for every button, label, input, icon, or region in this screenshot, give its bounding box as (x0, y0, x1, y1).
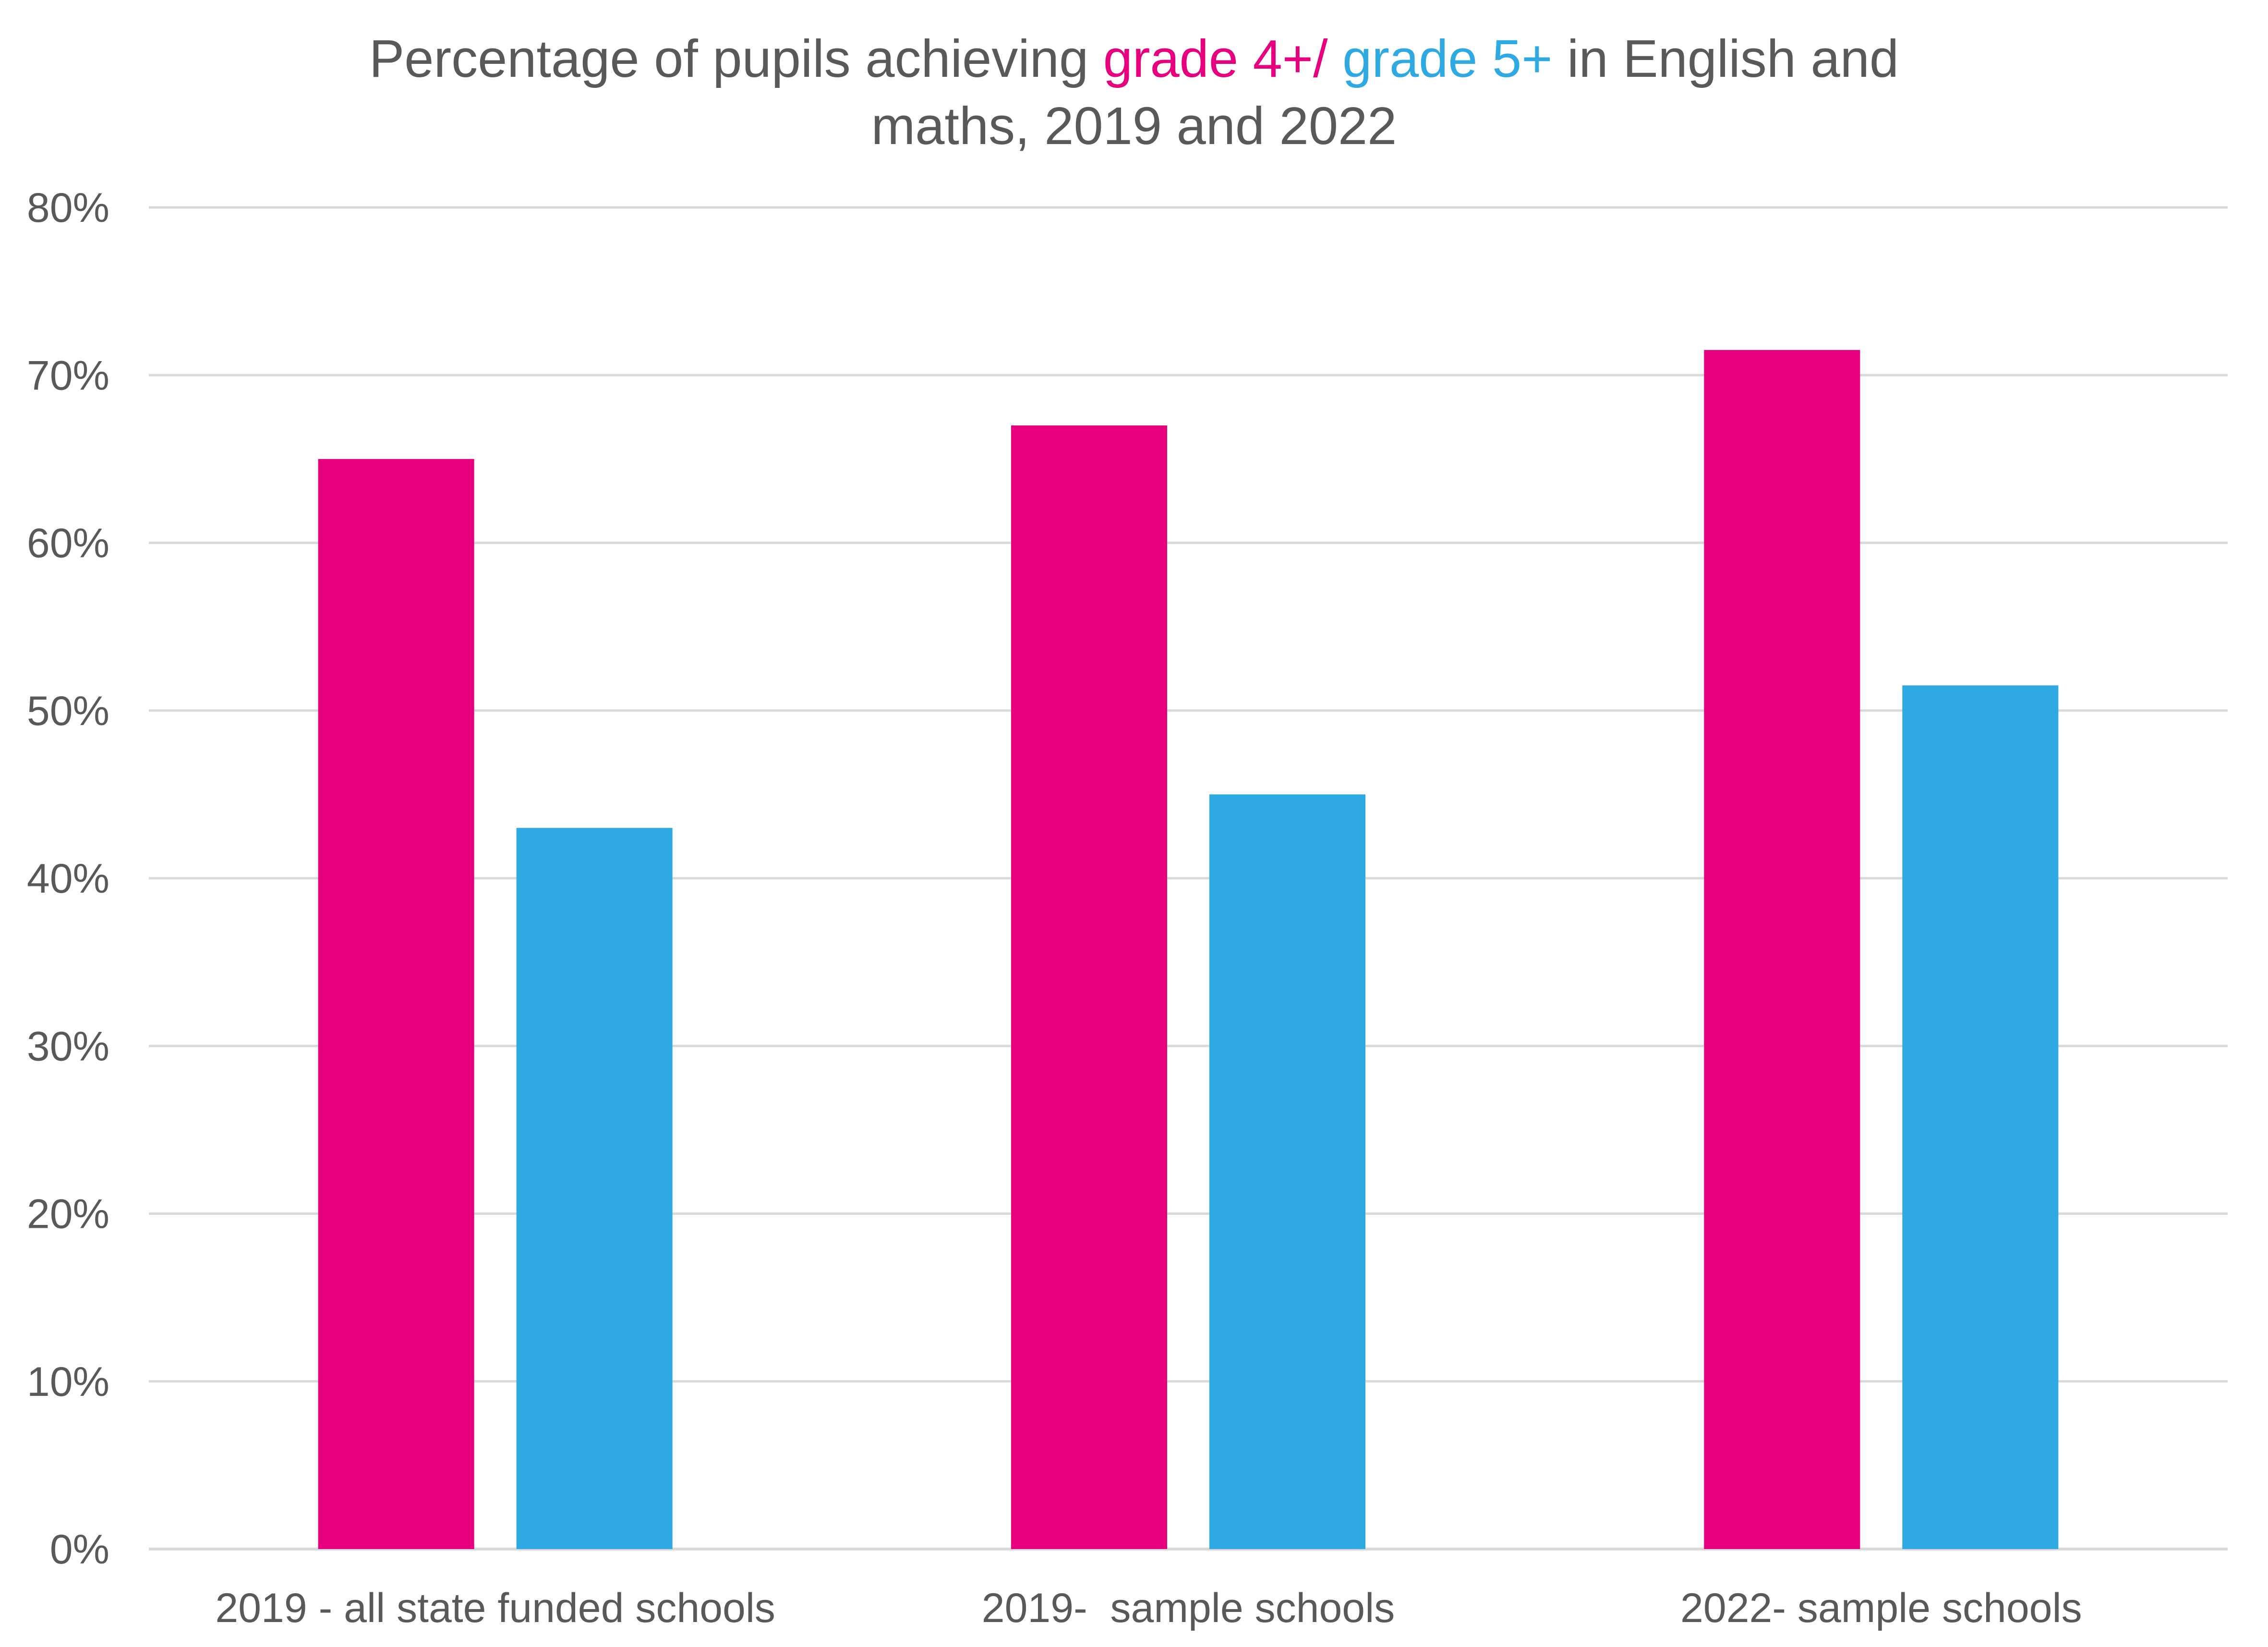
y-tick-label: 0% (50, 1526, 109, 1573)
x-axis-category-labels: 2019 - all state funded schools 2019- sam… (215, 1585, 2082, 1631)
y-tick-label: 20% (27, 1191, 109, 1237)
bars (318, 350, 2059, 1550)
bar-grade-4-1 (318, 459, 474, 1549)
bar-grade-4-2 (1011, 425, 1167, 1550)
y-tick-label: 80% (27, 185, 109, 231)
x-category-label: 2019- sample schools (982, 1585, 1395, 1631)
chart-title: Percentage of pupils achieving grade 4+/… (369, 29, 1899, 156)
chart-title-segment: in English and (1552, 29, 1899, 88)
y-axis-tick-labels: 0% 10% 20% 30% 40% 50% 60% 70% 80% (27, 185, 109, 1573)
chart-title-segment (1328, 29, 1343, 88)
y-tick-label: 10% (27, 1359, 109, 1405)
y-tick-label: 40% (27, 856, 109, 902)
y-tick-label: 30% (27, 1023, 109, 1069)
y-tick-label: 70% (27, 352, 109, 399)
chart-title-segment: grade 4+/ (1103, 29, 1328, 88)
y-tick-label: 50% (27, 688, 109, 734)
bar-grade-5-1 (516, 828, 673, 1549)
bar-grade-4-3 (1704, 350, 1860, 1549)
x-category-label: 2022- sample schools (1680, 1585, 2082, 1631)
x-category-label: 2019 - all state funded schools (215, 1585, 775, 1631)
bar-grade-5-3 (1902, 685, 2059, 1549)
gridlines (149, 206, 2228, 1550)
chart-title-segment: Percentage of pupils achieving (369, 29, 1103, 88)
chart-title-segment: grade 5+ (1342, 29, 1552, 88)
chart-title-line1: Percentage of pupils achieving grade 4+/… (369, 29, 1899, 88)
y-tick-label: 60% (27, 521, 109, 567)
chart-title-line2: maths, 2019 and 2022 (871, 97, 1397, 156)
bar-grade-5-2 (1209, 794, 1365, 1549)
